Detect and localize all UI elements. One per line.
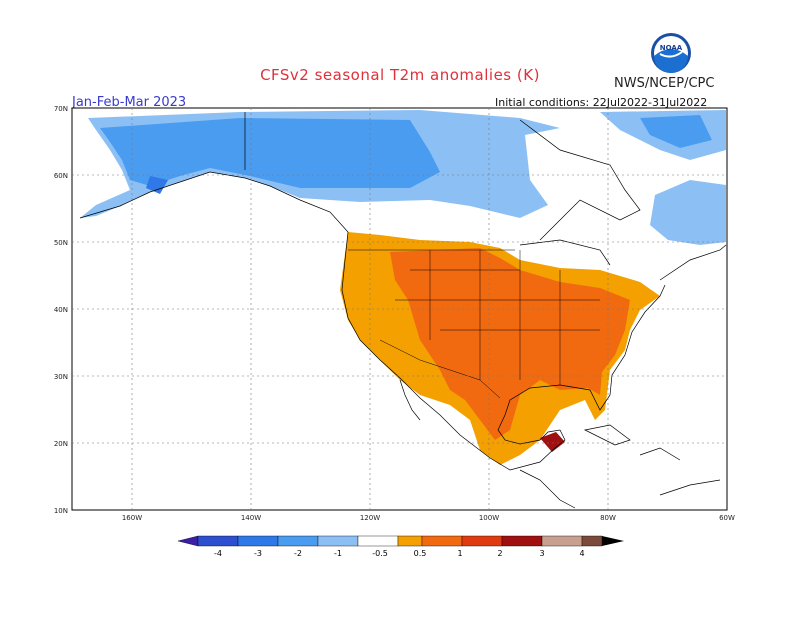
colorbar-label: -0.5: [372, 549, 388, 558]
lon-tick-60w: 60W: [719, 514, 735, 522]
colorbar-label: -1: [334, 549, 342, 558]
lon-tick-140w: 140W: [241, 514, 261, 522]
period-label: Jan-Feb-Mar 2023: [72, 95, 187, 110]
lon-tick-100w: 100W: [479, 514, 499, 522]
colorbar-seg: [421, 535, 463, 547]
colorbar-label: 2: [497, 549, 502, 558]
colorbar-seg: [541, 535, 583, 547]
lon-tick-160w: 160W: [122, 514, 142, 522]
colorbar-arrow-low: [177, 535, 199, 547]
colorbar-seg: [237, 535, 279, 547]
org-label: NWS/NCEP/CPC: [614, 76, 715, 91]
lat-tick-60n: 60N: [54, 172, 68, 180]
colorbar-label: -3: [254, 549, 262, 558]
lat-tick-10n: 10N: [54, 507, 68, 515]
colorbar-seg: [581, 535, 603, 547]
colorbar-label: 1: [457, 549, 462, 558]
positive-anomaly-regions: [340, 232, 660, 465]
colorbar-seg: [197, 535, 239, 547]
colorbar-seg: [357, 535, 399, 547]
colorbar-seg: [461, 535, 503, 547]
init-conditions-label: Initial conditions: 22Jul2022-31Jul2022: [495, 96, 708, 109]
colorbar-label: -4: [214, 549, 222, 558]
coastlines: [79, 112, 727, 509]
political-borders: [348, 249, 600, 399]
lat-tick-50n: 50N: [54, 239, 68, 247]
lat-tick-20n: 20N: [54, 440, 68, 448]
colorbar-label: 4: [579, 549, 584, 558]
lat-tick-40n: 40N: [54, 306, 68, 314]
lat-tick-70n: 70N: [54, 105, 68, 113]
lon-tick-80w: 80W: [600, 514, 616, 522]
colorbar-seg: [397, 535, 423, 547]
colorbar: -4 -3 -2 -1 -0.5 0.5 1 2 3 4: [177, 535, 624, 558]
colorbar-label: -2: [294, 549, 302, 558]
lon-tick-120w: 120W: [360, 514, 380, 522]
noaa-logo: NOAA: [650, 32, 692, 74]
lat-tick-30n: 30N: [54, 373, 68, 381]
colorbar-seg: [501, 535, 543, 547]
logo-text: NOAA: [660, 44, 683, 52]
colorbar-seg: [277, 535, 319, 547]
chart-title: CFSv2 seasonal T2m anomalies (K): [260, 66, 540, 84]
negative-anomaly-regions: [80, 110, 726, 245]
lon-tick-labels: 160W 140W 120W 100W 80W 60W: [122, 514, 735, 522]
colorbar-seg: [317, 535, 359, 547]
lat-tick-labels: 70N 60N 50N 40N 30N 20N 10N: [54, 105, 68, 515]
colorbar-arrow-high: [602, 536, 624, 546]
colorbar-label: 0.5: [414, 549, 427, 558]
gridlines: [72, 108, 727, 510]
colorbar-label: 3: [539, 549, 544, 558]
